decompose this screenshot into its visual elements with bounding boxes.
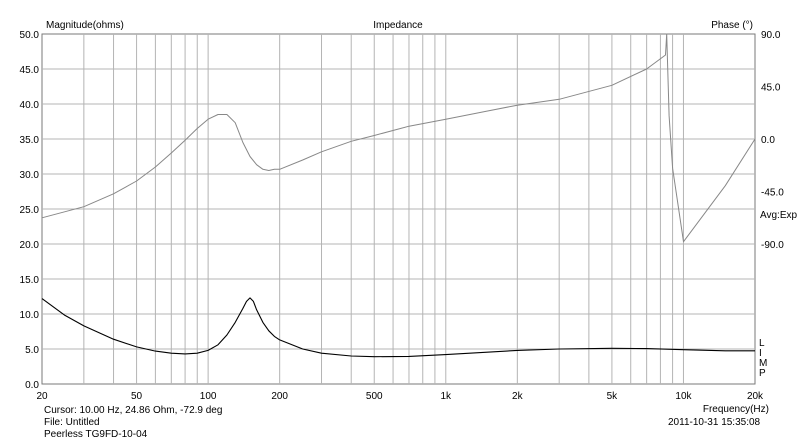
y-axis-label-right: Phase (°)	[711, 20, 753, 31]
axis-labels: 0.0 5.0 10.0 15.0 20.0 25.0 30.0 35.0 40.0 45.0 50…	[20, 30, 785, 402]
x-tick-label: 2k	[512, 391, 524, 402]
legend-letter: M	[759, 358, 767, 369]
y-tick-label-right: -90.0	[761, 240, 784, 251]
y-tick-label-left: 50.0	[20, 30, 40, 41]
phase-series-line	[41, 33, 756, 243]
magnitude-series-line	[41, 297, 755, 358]
timestamp: 2011-10-31 15:35:08	[668, 417, 761, 428]
cursor-readout: Cursor: 10.00 Hz, 24.86 Ohm, -72.9 deg	[44, 405, 223, 416]
y-tick-label-right: -45.0	[761, 188, 784, 199]
y-tick-label-right: 90.0	[761, 30, 781, 41]
series-layer	[41, 33, 756, 358]
y-tick-label-left: 15.0	[20, 275, 40, 286]
y-tick-label-left: 45.0	[20, 65, 40, 76]
y-tick-label-left: 0.0	[25, 380, 39, 391]
device-name: Peerless TG9FD-10-04	[44, 429, 148, 440]
y-tick-label-left: 20.0	[20, 240, 40, 251]
chart-title: Impedance	[373, 20, 423, 31]
y-tick-label-left: 35.0	[20, 135, 40, 146]
y-tick-label-left: 30.0	[20, 170, 40, 181]
y-axis-label-left: Magnitude(ohms)	[46, 20, 124, 31]
y-tick-label-left: 10.0	[20, 310, 40, 321]
x-tick-label: 1k	[441, 391, 453, 402]
y-tick-label-right: 0.0	[761, 135, 775, 146]
y-tick-label-left: 5.0	[25, 345, 39, 356]
x-tick-label: 5k	[607, 391, 619, 402]
y-tick-label-left: 25.0	[20, 205, 40, 216]
averaging-label: Avg:Exp	[760, 210, 797, 221]
x-tick-label: 500	[366, 391, 383, 402]
legend-letter: P	[759, 368, 766, 379]
file-name: File: Untitled	[44, 417, 100, 428]
x-tick-label: 20k	[747, 391, 764, 402]
y-tick-label-right: 45.0	[761, 83, 781, 94]
x-tick-label: 20	[36, 391, 48, 402]
x-axis-label: Frequency(Hz)	[703, 404, 769, 415]
y-tick-label-left: 40.0	[20, 100, 40, 111]
x-tick-label: 10k	[675, 391, 692, 402]
x-tick-label: 100	[200, 391, 217, 402]
legend-letter: L	[759, 338, 765, 349]
x-tick-label: 200	[271, 391, 288, 402]
x-tick-label: 50	[131, 391, 143, 402]
legend-letter: I	[759, 348, 762, 359]
